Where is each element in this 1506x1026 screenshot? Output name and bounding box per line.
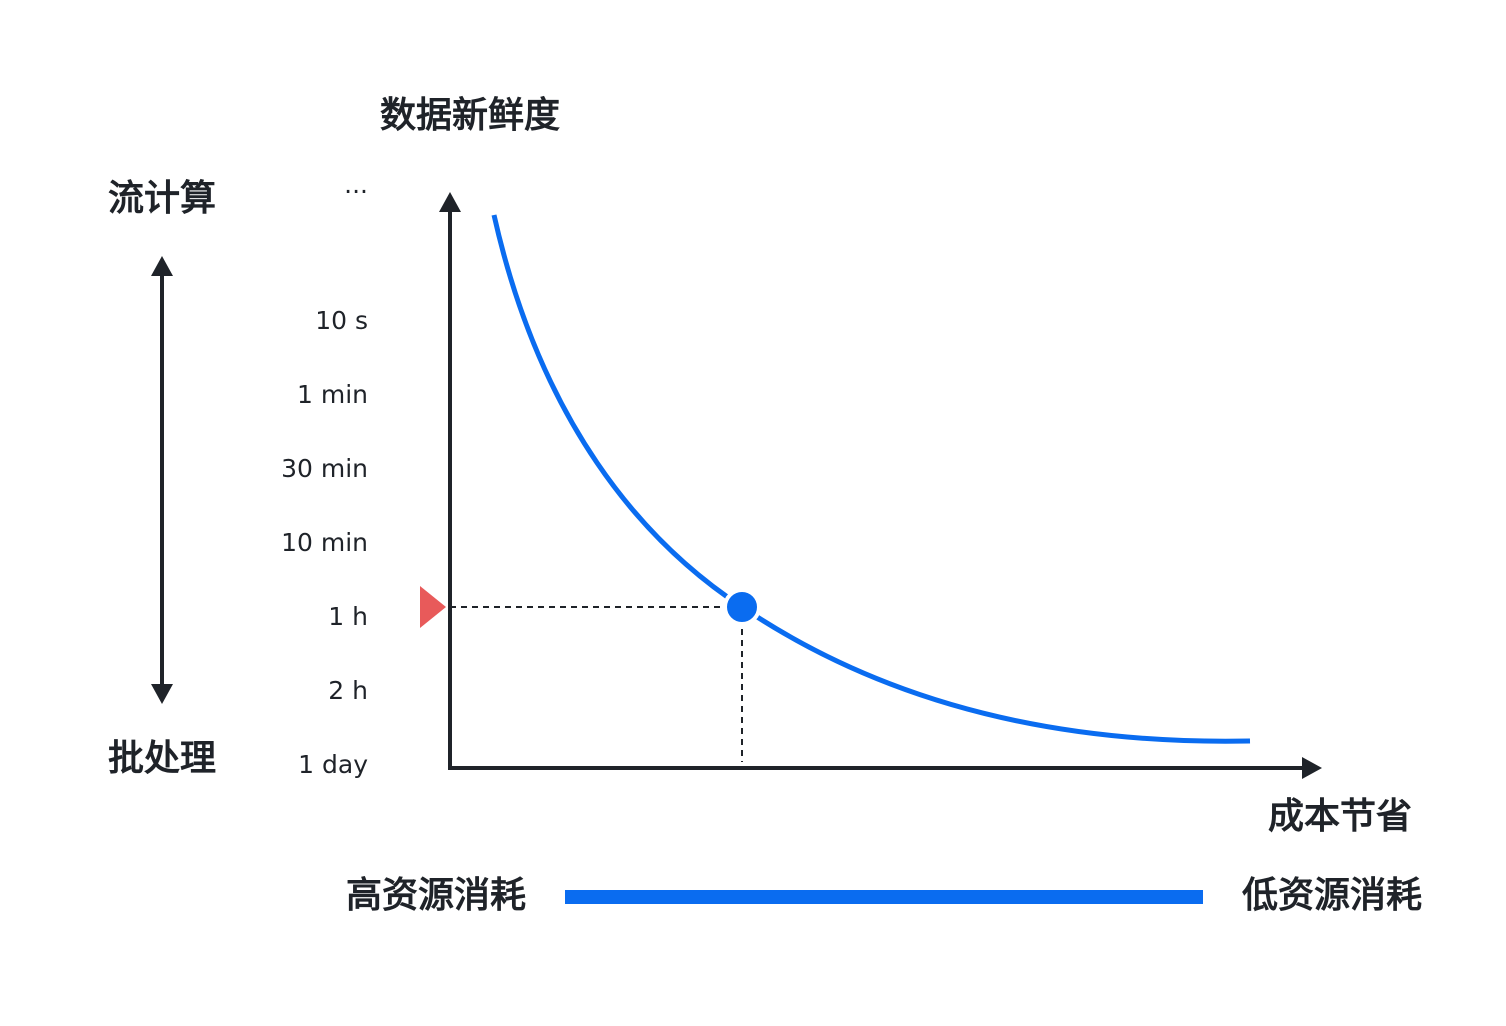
pointer <box>420 586 446 628</box>
y-level: ... <box>344 170 368 199</box>
operating-point <box>723 588 761 626</box>
batch-label: 批处理 <box>108 738 216 779</box>
arrow-head <box>1302 757 1322 779</box>
y-level: 1 min <box>297 380 368 409</box>
high-cost-label: 高资源消耗 <box>346 875 526 916</box>
title: 数据新鲜度 <box>380 95 560 136</box>
cost-bar <box>565 890 1203 904</box>
stream-label: 流计算 <box>108 178 216 219</box>
y-level: 2 h <box>328 676 368 705</box>
x-axis-label: 成本节省 <box>1268 796 1412 837</box>
arrow-head <box>439 192 461 212</box>
arrow-head <box>151 684 173 704</box>
y-level: 1 day <box>298 750 368 779</box>
y-level: 30 min <box>281 454 368 483</box>
arrow-head <box>151 256 173 276</box>
y-level: 10 s <box>315 306 368 335</box>
y-level: 10 min <box>281 528 368 557</box>
low-cost-label: 低资源消耗 <box>1242 875 1422 916</box>
y-level: 1 h <box>328 602 368 631</box>
